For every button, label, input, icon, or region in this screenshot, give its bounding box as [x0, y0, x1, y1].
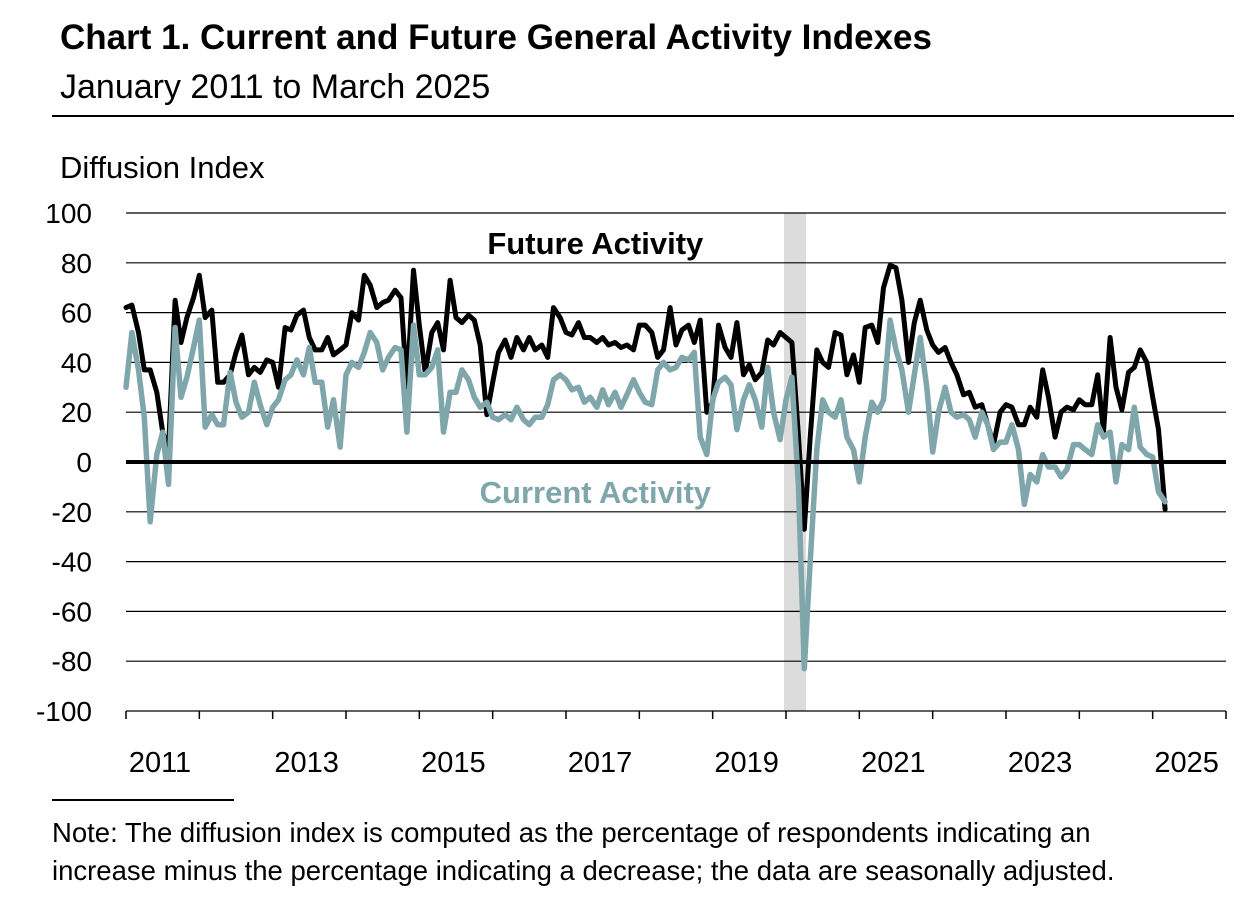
y-tick-label-40: 40: [61, 347, 92, 378]
y-tick-label-60: 60: [61, 298, 92, 329]
y-tick-label-80: 80: [61, 248, 92, 279]
x-tick-label-2019: 2019: [714, 747, 779, 779]
y-tick-label--60: -60: [52, 596, 92, 627]
y-tick-label-100: 100: [45, 198, 92, 229]
x-tick-label-2013: 2013: [274, 747, 339, 779]
y-axis-label: Diffusion Index: [60, 150, 265, 185]
series-line-current-activity: [123, 317, 1168, 672]
series-layer: [123, 262, 1168, 672]
y-tick-label-0: 0: [76, 447, 92, 478]
axis-layer: [125, 460, 1227, 719]
x-tick-label-2021: 2021: [861, 747, 926, 779]
note-line-1: Note: The diffusion index is computed as…: [52, 817, 1091, 848]
chart-subtitle: January 2011 to March 2025: [60, 68, 491, 106]
y-tick-label--100: -100: [36, 696, 92, 727]
y-tick-label--20: -20: [52, 497, 92, 528]
x-tick-label-2015: 2015: [421, 747, 486, 779]
note-line-2: increase minus the percentage indicating…: [52, 855, 1115, 886]
x-tick-label-2025: 2025: [1154, 747, 1219, 779]
title-divider: [52, 115, 1234, 117]
chart-title: Chart 1. Current and Future General Acti…: [60, 18, 932, 57]
y-tick-label--80: -80: [52, 646, 92, 677]
chart-note: Note: The diffusion index is computed as…: [52, 814, 1237, 890]
grid-layer: [126, 212, 1226, 712]
x-tick-label-2011: 2011: [129, 747, 191, 779]
series-label-future-activity: Future Activity: [487, 226, 704, 261]
y-tick-label--40: -40: [52, 547, 92, 578]
label-layer: 100 80 60 40 20 0 -20 -40 -60 -80 -100 2011 2013 2015…: [36, 198, 1219, 779]
y-tick-label-20: 20: [61, 397, 92, 428]
series-label-current-activity: Current Activity: [480, 475, 712, 510]
note-divider: [52, 799, 234, 801]
x-tick-label-2023: 2023: [1008, 747, 1073, 779]
x-tick-label-2017: 2017: [568, 747, 633, 779]
